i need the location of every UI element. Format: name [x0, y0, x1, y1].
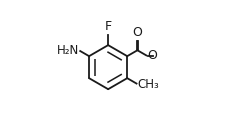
Text: H₂N: H₂N	[57, 44, 79, 57]
Text: CH₃: CH₃	[137, 78, 159, 91]
Text: O: O	[133, 26, 142, 39]
Text: O: O	[147, 49, 157, 62]
Text: F: F	[105, 20, 112, 33]
